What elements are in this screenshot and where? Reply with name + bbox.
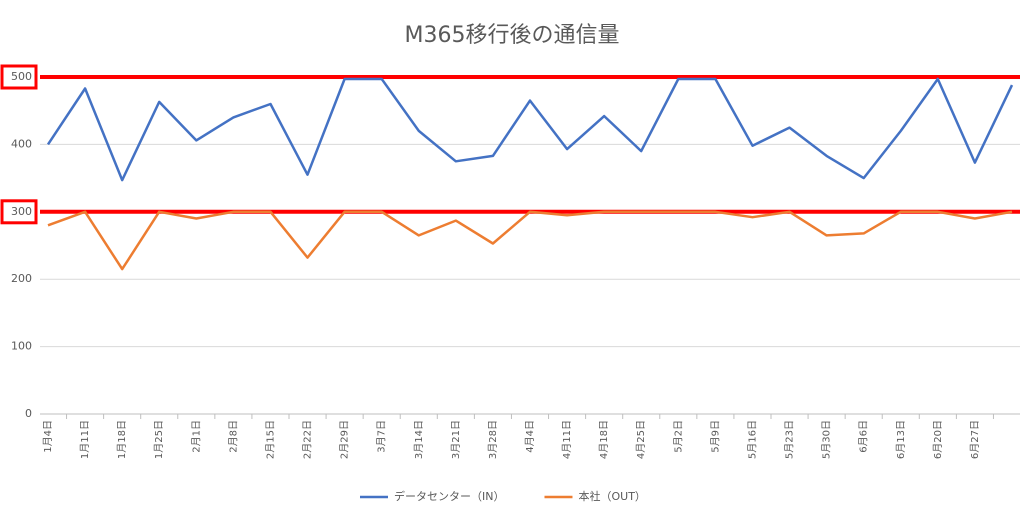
x-tick-label: 6月20日 xyxy=(932,420,944,459)
data-line xyxy=(47,210,1013,271)
y-tick-label: 300 xyxy=(11,205,32,218)
x-tick-label: 1月18日 xyxy=(116,420,128,459)
x-tick-label: 6月13日 xyxy=(895,420,907,459)
x-tick-label: 5月2日 xyxy=(672,420,684,453)
x-tick-label: 2月29日 xyxy=(339,420,351,459)
data-line xyxy=(46,77,1014,182)
x-tick-label: 6月6日 xyxy=(858,420,870,453)
x-tick-label: 5月9日 xyxy=(709,420,721,453)
y-tick-label: 400 xyxy=(11,137,32,150)
chart-title: M365移行後の通信量 xyxy=(405,23,620,48)
x-tick-label: 1月11日 xyxy=(79,420,91,459)
x-tick-label: 1月4日 xyxy=(42,420,54,453)
x-tick-label: 5月23日 xyxy=(784,420,796,459)
legend-label: データセンター（IN） xyxy=(394,489,504,503)
x-tick-label: 1月25日 xyxy=(153,420,165,459)
x-tick-label: 3月21日 xyxy=(450,420,462,459)
x-tick-label: 4月18日 xyxy=(598,420,610,459)
x-tick-label: 3月28日 xyxy=(487,420,499,459)
reference-box xyxy=(0,64,38,90)
x-tick-label: 2月8日 xyxy=(227,420,239,453)
y-tick-label: 0 xyxy=(25,407,32,420)
y-tick-label: 500 xyxy=(11,70,32,83)
x-tick-label: 2月1日 xyxy=(190,420,202,453)
x-tick-label: 5月30日 xyxy=(821,420,833,459)
reference-box xyxy=(0,199,38,225)
x-tick-label: 5月16日 xyxy=(746,420,758,459)
legend-label: 本社（OUT） xyxy=(578,489,645,503)
x-tick-label: 3月14日 xyxy=(413,420,425,459)
y-tick-label: 200 xyxy=(11,272,32,285)
x-tick-label: 2月15日 xyxy=(264,420,276,459)
x-tick-label: 6月27日 xyxy=(969,420,981,459)
x-tick-label: 4月11日 xyxy=(561,420,573,459)
x-tick-label: 3月7日 xyxy=(376,420,388,453)
x-tick-label: 2月22日 xyxy=(302,420,314,459)
y-tick-label: 100 xyxy=(11,340,32,353)
x-tick-label: 4月4日 xyxy=(524,420,536,453)
x-tick-label: 4月25日 xyxy=(635,420,647,459)
